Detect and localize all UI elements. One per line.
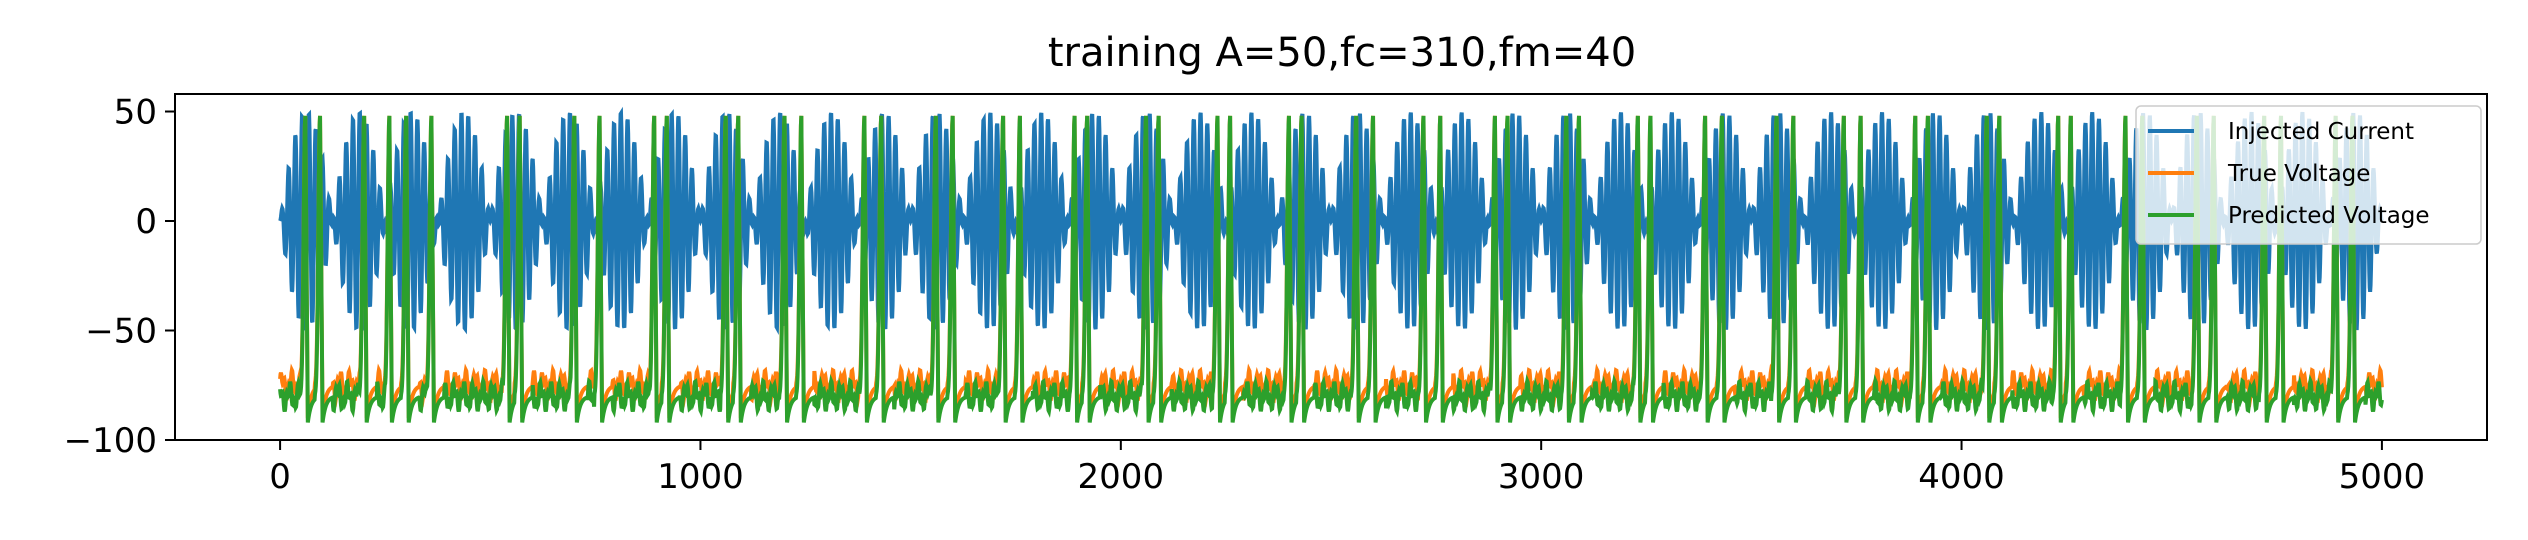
x-tick-label: 1000 xyxy=(657,457,744,497)
legend-box xyxy=(2135,105,2482,245)
series-line-injected-current xyxy=(278,106,2384,336)
y-tick-label: −100 xyxy=(64,421,157,461)
x-tick-label: 0 xyxy=(269,457,291,497)
legend-label: Injected Current xyxy=(2228,119,2414,145)
legend-label: True Voltage xyxy=(2227,161,2370,187)
legend: Injected Current True Voltage Predicted Vo… xyxy=(2135,105,2482,245)
chart-title: training A=50,fc=310,fm=40 xyxy=(1048,30,1636,76)
axes: 0 1000 2000 3000 4000 5000 50 0 −50 −100 xyxy=(64,93,2488,497)
x-tick-label: 3000 xyxy=(1498,457,1585,497)
x-tick-label: 2000 xyxy=(1078,457,1165,497)
legend-label: Predicted Voltage xyxy=(2228,203,2430,229)
y-tick-label: 50 xyxy=(114,93,157,133)
x-tick-label: 4000 xyxy=(1918,457,2005,497)
series-line-predicted-voltage xyxy=(278,115,2384,423)
x-tick-label: 5000 xyxy=(2339,457,2426,497)
axes-frame xyxy=(174,93,2488,441)
y-tick-label: −50 xyxy=(85,312,157,352)
plot-area xyxy=(278,106,2384,423)
y-tick-label: 0 xyxy=(135,202,157,242)
